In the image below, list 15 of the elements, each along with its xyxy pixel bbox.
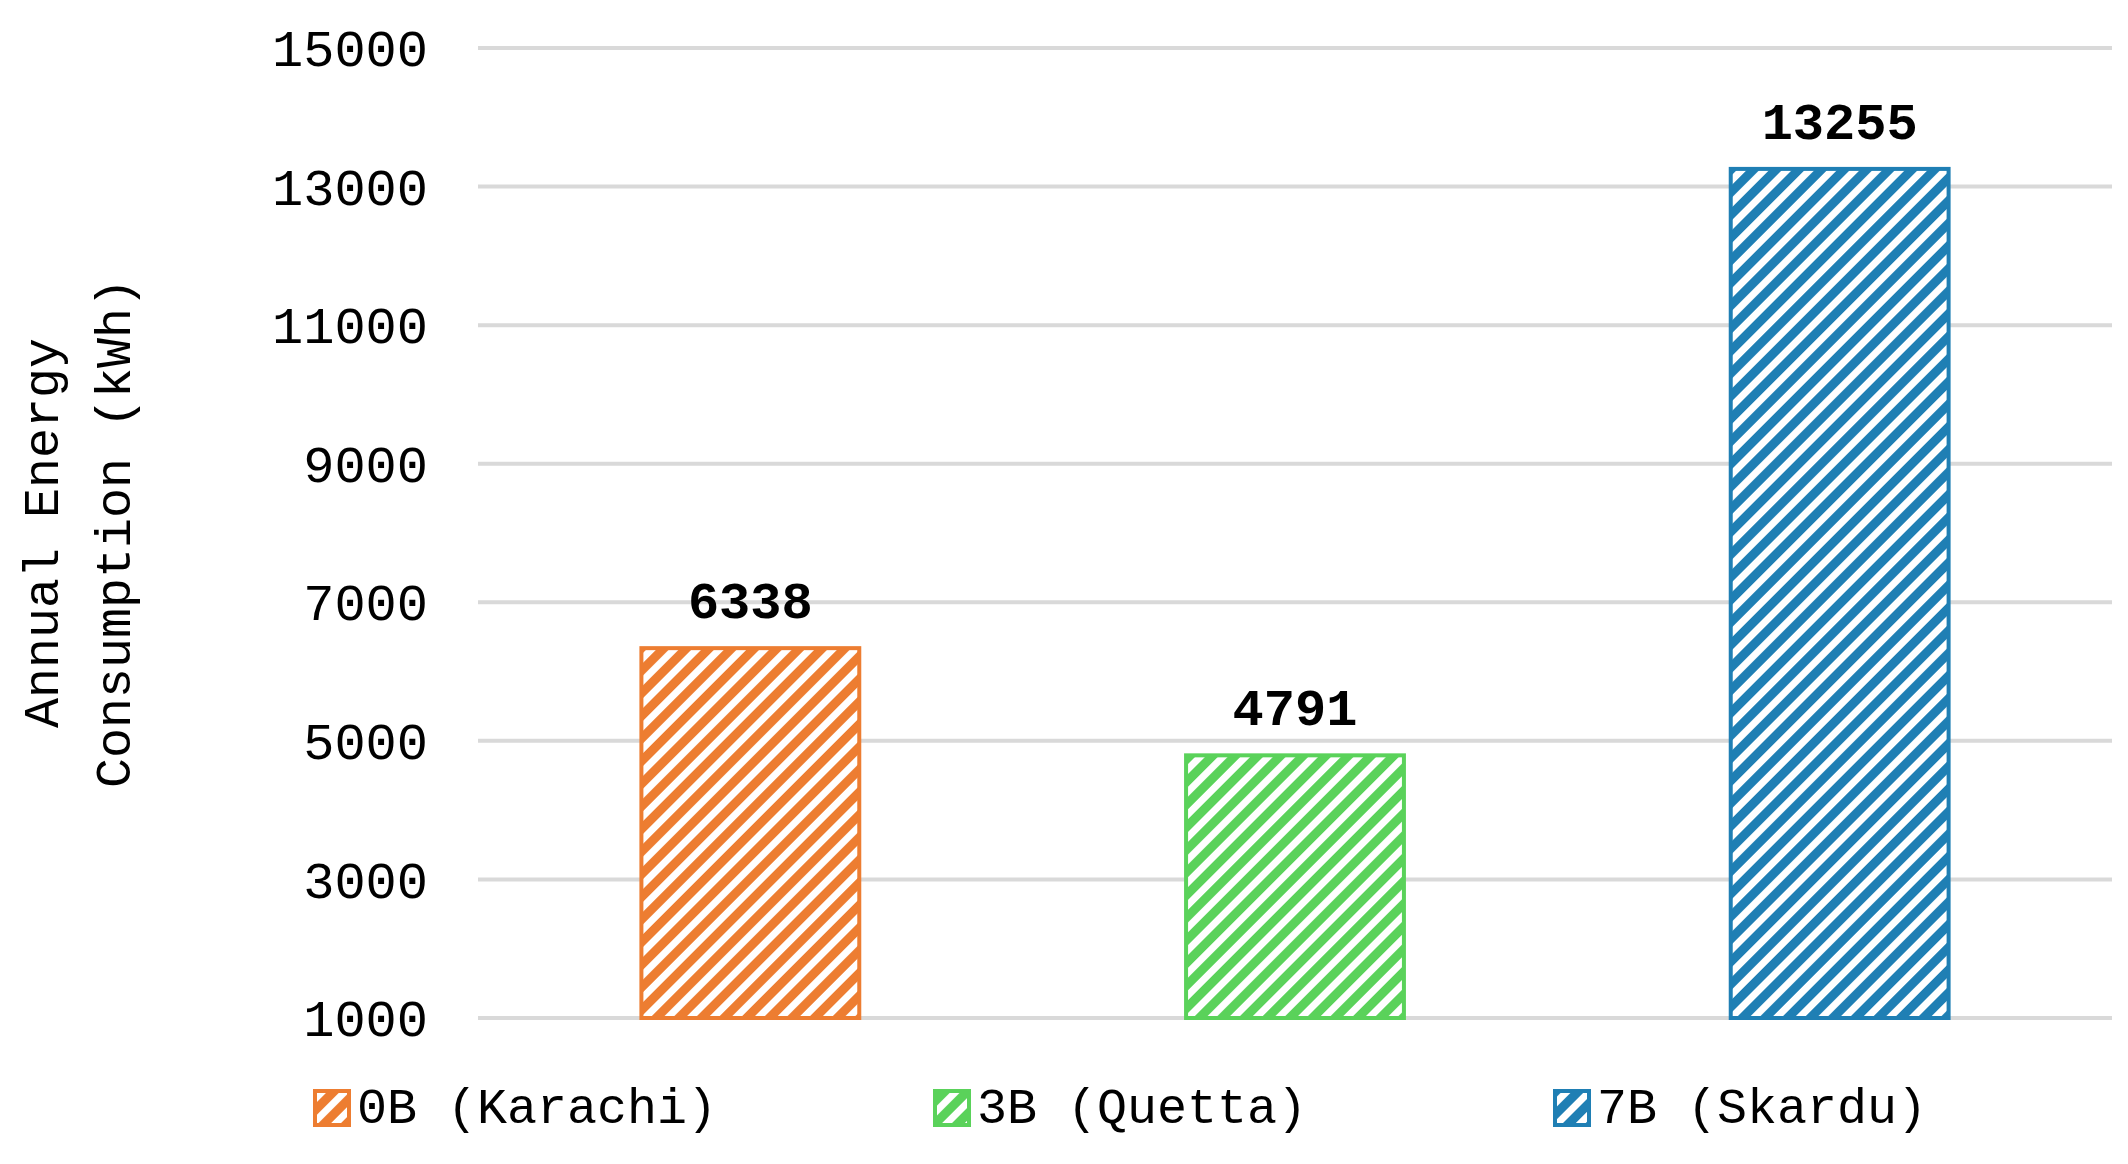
y-tick-label: 1000 bbox=[303, 993, 428, 1053]
legend-label: 7B (Skardu) bbox=[1597, 1081, 1928, 1138]
y-tick-label: 3000 bbox=[303, 854, 428, 914]
y-tick-label: 11000 bbox=[271, 300, 428, 360]
y-axis-title: Annual Energy Consumption (kWh) bbox=[16, 277, 145, 789]
y-tick-label: 5000 bbox=[303, 716, 428, 776]
data-label: 6338 bbox=[687, 575, 813, 635]
y-tick-label: 9000 bbox=[303, 438, 428, 498]
data-label: 13255 bbox=[1761, 95, 1918, 155]
y-tick-label: 7000 bbox=[303, 577, 428, 637]
y-tick-label: 15000 bbox=[271, 23, 428, 83]
data-label: 4791 bbox=[1232, 682, 1358, 742]
legend-label: 3B (Quetta) bbox=[977, 1081, 1308, 1138]
legend-label: 0B (Karachi) bbox=[357, 1081, 718, 1138]
y-tick-label: 13000 bbox=[271, 161, 428, 221]
